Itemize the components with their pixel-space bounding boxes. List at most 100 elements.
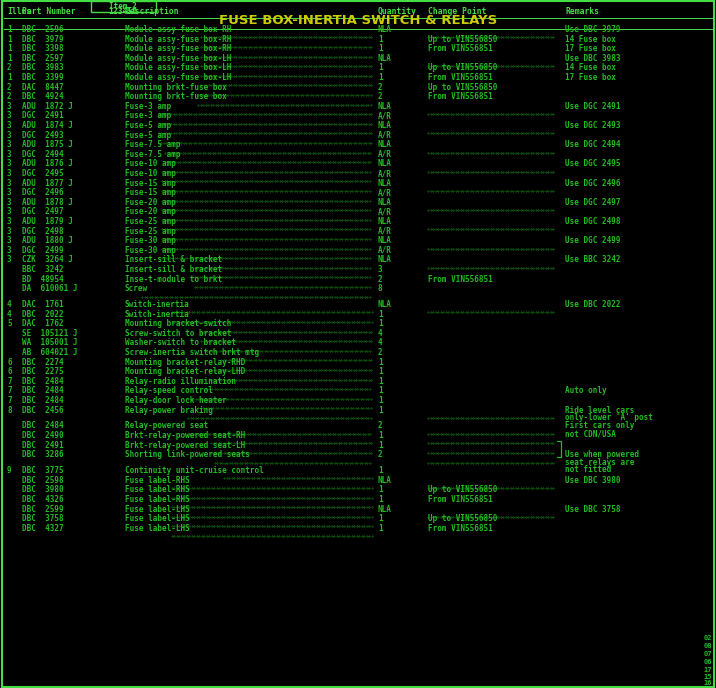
Text: 1: 1 xyxy=(7,73,11,82)
Text: From VIN556851: From VIN556851 xyxy=(428,524,493,533)
Text: 1: 1 xyxy=(378,495,382,504)
Text: 3: 3 xyxy=(7,236,11,245)
Text: 3: 3 xyxy=(7,189,11,197)
Text: 16: 16 xyxy=(704,680,712,686)
Text: seat relays are: seat relays are xyxy=(565,458,634,467)
Text: 02: 02 xyxy=(704,635,712,641)
Text: Fuse-20 amp: Fuse-20 amp xyxy=(125,198,176,207)
Text: DBC  2274: DBC 2274 xyxy=(22,358,64,367)
Text: 5: 5 xyxy=(7,319,11,328)
Text: DAC  8447: DAC 8447 xyxy=(22,83,64,92)
Text: 1: 1 xyxy=(378,73,382,82)
Text: Fuse-10 amp: Fuse-10 amp xyxy=(125,160,176,169)
Text: 9: 9 xyxy=(7,466,11,475)
Text: Fuse label-RHS: Fuse label-RHS xyxy=(125,475,190,485)
Text: Fuse-3 amp: Fuse-3 amp xyxy=(125,102,171,111)
Text: 14 Fuse box: 14 Fuse box xyxy=(565,34,616,43)
Text: Module assy-fuse box-RH: Module assy-fuse box-RH xyxy=(125,34,231,43)
Text: 3: 3 xyxy=(7,179,11,188)
Text: DBC  2597: DBC 2597 xyxy=(22,54,64,63)
Text: Auto only: Auto only xyxy=(565,387,606,396)
Text: 2: 2 xyxy=(7,92,11,101)
Text: From VIN556851: From VIN556851 xyxy=(428,495,493,504)
Text: 3: 3 xyxy=(7,255,11,264)
Text: 3: 3 xyxy=(7,131,11,140)
Text: DBC  3983: DBC 3983 xyxy=(22,63,64,72)
Text: Use DGC 2493: Use DGC 2493 xyxy=(565,121,621,130)
Text: Fuse-25 amp: Fuse-25 amp xyxy=(125,217,176,226)
Text: Fuse label-LHS: Fuse label-LHS xyxy=(125,514,190,523)
Text: 4: 4 xyxy=(378,338,382,347)
Text: Up to VIN556850: Up to VIN556850 xyxy=(428,514,498,523)
Text: BD  48954: BD 48954 xyxy=(22,275,64,283)
Text: A/R: A/R xyxy=(378,131,392,140)
Text: DBC  2022: DBC 2022 xyxy=(22,310,64,319)
Text: Relay-powered seat: Relay-powered seat xyxy=(125,422,208,431)
Text: 1: 1 xyxy=(378,377,382,386)
Text: Module assy-fuse box-RH: Module assy-fuse box-RH xyxy=(125,25,231,34)
Text: Switch-inertia: Switch-inertia xyxy=(125,300,190,309)
Text: DBC  4327: DBC 4327 xyxy=(22,524,64,533)
Text: DBC  3399: DBC 3399 xyxy=(22,73,64,82)
Text: 6: 6 xyxy=(7,367,11,376)
Text: Fuse-5 amp: Fuse-5 amp xyxy=(125,131,171,140)
Text: Description: Description xyxy=(125,7,178,16)
Text: Part Number: Part Number xyxy=(22,7,76,16)
Text: A/R: A/R xyxy=(378,150,392,159)
Text: 1: 1 xyxy=(378,358,382,367)
Text: NLA: NLA xyxy=(378,504,392,513)
Text: DBC  2599: DBC 2599 xyxy=(22,504,64,513)
Text: Fuse label-RHS: Fuse label-RHS xyxy=(125,495,190,504)
Text: ADU  1872 J: ADU 1872 J xyxy=(22,102,73,111)
Text: From VIN556851: From VIN556851 xyxy=(428,73,493,82)
Text: 4: 4 xyxy=(7,310,11,319)
Text: Continuity unit-cruise control: Continuity unit-cruise control xyxy=(125,466,263,475)
Text: 1: 1 xyxy=(378,431,382,440)
Text: Use DBC 3758: Use DBC 3758 xyxy=(565,504,621,513)
Text: 1: 1 xyxy=(7,44,11,53)
Text: Fuse label-LHS: Fuse label-LHS xyxy=(125,504,190,513)
Text: A/R: A/R xyxy=(378,189,392,197)
Text: Up to VIN556850: Up to VIN556850 xyxy=(428,63,498,72)
Text: 07: 07 xyxy=(704,651,712,657)
Text: Use DBC 2022: Use DBC 2022 xyxy=(565,300,621,309)
Text: A/R: A/R xyxy=(378,111,392,120)
Text: 14 Fuse box: 14 Fuse box xyxy=(565,63,616,72)
Text: From VIN556851: From VIN556851 xyxy=(428,44,493,53)
Text: Quantity: Quantity xyxy=(378,7,417,16)
Text: 1: 1 xyxy=(378,387,382,396)
Text: Use DBC 3979: Use DBC 3979 xyxy=(565,25,621,34)
Text: 1: 1 xyxy=(378,44,382,53)
Text: A/R: A/R xyxy=(378,226,392,235)
Text: 3: 3 xyxy=(7,217,11,226)
Text: 2: 2 xyxy=(7,83,11,92)
Text: DGC  2499: DGC 2499 xyxy=(22,246,64,255)
Text: Change Point: Change Point xyxy=(428,7,486,16)
Text: Relay-speed control: Relay-speed control xyxy=(125,387,213,396)
Text: 2: 2 xyxy=(378,92,382,101)
Text: 1: 1 xyxy=(378,396,382,405)
Text: Module assy-fuse box-LH: Module assy-fuse box-LH xyxy=(125,73,231,82)
Text: Insert-sill & bracket: Insert-sill & bracket xyxy=(125,265,222,274)
Text: 3: 3 xyxy=(7,226,11,235)
Text: DBC  3775: DBC 3775 xyxy=(22,466,64,475)
Text: Inse-t-module to brkt: Inse-t-module to brkt xyxy=(125,275,222,283)
Text: 1: 1 xyxy=(378,367,382,376)
Text: From VIN556851: From VIN556851 xyxy=(428,275,493,283)
Text: DBC  2484: DBC 2484 xyxy=(22,387,64,396)
Text: DGC  2496: DGC 2496 xyxy=(22,189,64,197)
Text: Module assy-fuse box-LH: Module assy-fuse box-LH xyxy=(125,54,231,63)
Text: NLA: NLA xyxy=(378,160,392,169)
Text: NLA: NLA xyxy=(378,140,392,149)
Text: A/R: A/R xyxy=(378,169,392,178)
Text: DAC  1761: DAC 1761 xyxy=(22,300,64,309)
Text: 7: 7 xyxy=(7,387,11,396)
Text: DBC  4924: DBC 4924 xyxy=(22,92,64,101)
Text: Relay-radio illumination: Relay-radio illumination xyxy=(125,377,236,386)
Text: 2: 2 xyxy=(7,63,11,72)
Text: Up to VIN556850: Up to VIN556850 xyxy=(428,83,498,92)
Text: 7: 7 xyxy=(7,377,11,386)
Text: Fuse label-RHS: Fuse label-RHS xyxy=(125,485,190,494)
Text: NLA: NLA xyxy=(378,198,392,207)
Text: From VIN556851: From VIN556851 xyxy=(428,92,493,101)
